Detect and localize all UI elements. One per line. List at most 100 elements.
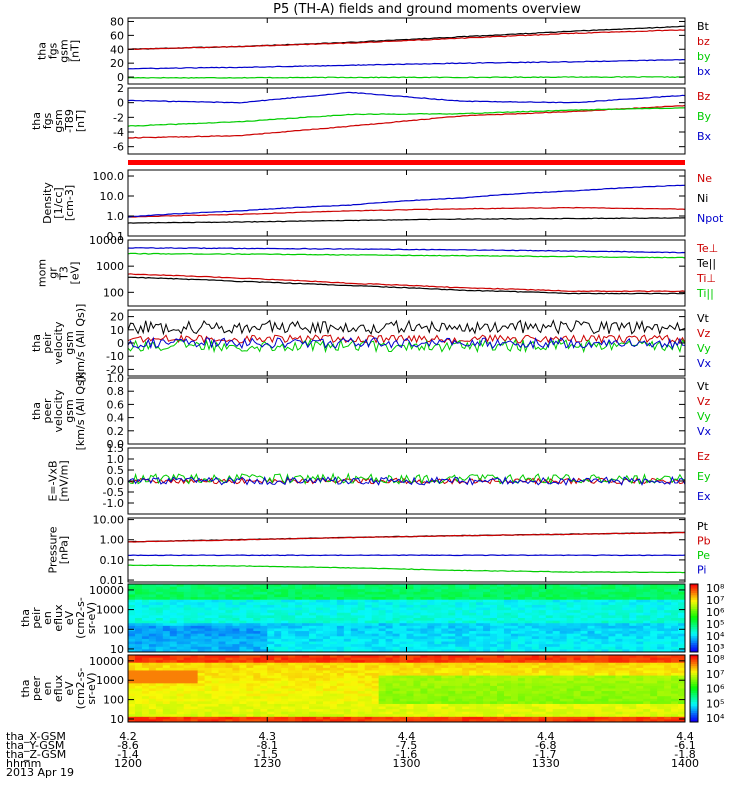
legend-Bt: Bt (697, 20, 710, 33)
series-Vx (128, 336, 685, 350)
legend-Npot: Npot (697, 212, 724, 225)
series-group (128, 184, 685, 224)
legend-Vx: Vx (697, 425, 712, 438)
series-Ex (128, 475, 685, 486)
series-By (128, 107, 685, 127)
y-axis-label: [mV/m] (58, 460, 71, 501)
series-bx (128, 58, 685, 70)
panel-efield: Ez Ey Ex 1.51.00.50.0-0.5-1.0 E=-VxB[mV/m] (47, 442, 711, 515)
y-tick-label: -20 (106, 363, 124, 376)
y-tick-label: 0 (117, 337, 124, 350)
y-axis-label: tha (30, 112, 43, 130)
footer-value: 4.4 (537, 730, 555, 743)
footer-value: 1330 (532, 757, 560, 770)
y-axis-label: fgs (47, 42, 60, 59)
y-tick-label: 0.4 (107, 412, 125, 425)
y-tick-label: 0.01 (100, 574, 125, 587)
y-tick-label: 40 (110, 43, 124, 56)
y-axis-label: eV (63, 610, 76, 625)
y-axis-label: (cm2-s- (74, 668, 87, 710)
y-axis-label: [cm-3] (63, 185, 76, 221)
y-tick-label: 20 (110, 57, 124, 70)
y-axis-label: tha (36, 42, 49, 60)
legend-Bx: Bx (697, 130, 712, 143)
legend-Ti⊥: Ti⊥ (696, 272, 716, 285)
y-axis-label: -T89 (63, 109, 76, 133)
legend-Ey: Ey (697, 470, 711, 483)
legend-Te⊥: Te⊥ (696, 242, 718, 255)
footer-value: -7.5 (396, 739, 417, 752)
y-tick-label: 100.0 (93, 170, 125, 183)
y-tick-label: 20 (110, 311, 124, 324)
y-axis-label: [nPa] (58, 536, 71, 564)
footer-value: 4.3 (259, 730, 277, 743)
footer-row-label: tha_Z-GSM (6, 748, 66, 761)
footer-value: 4.4 (676, 730, 694, 743)
y-axis-label: E=-VxB (47, 460, 60, 501)
y-tick-label: 0 (117, 97, 124, 110)
panels-layer: Btbzbybx806040200thafgsgsm[nT]BzByBx20-2… (19, 15, 725, 726)
panel-peir-spec: 10⁸10⁷10⁶10⁵10⁴10³10000100010010thapeire… (19, 582, 725, 656)
series-by (128, 76, 685, 79)
legend-Pi: Pi (697, 564, 706, 577)
y-tick-label: 10000 (89, 655, 124, 668)
y-axis-label: gsm (63, 399, 76, 422)
colorbar-label: 10⁵ (706, 618, 724, 631)
y-tick-label: 1.0 (107, 372, 125, 385)
y-tick-label: 2 (117, 82, 124, 95)
y-axis-label: tha (30, 334, 43, 352)
footer-value: 4.2 (119, 730, 137, 743)
y-tick-label: 0.6 (107, 398, 125, 411)
separator-bar (128, 160, 685, 165)
footer-value: -6.8 (535, 739, 556, 752)
footer-value: 4.4 (398, 730, 416, 743)
series-group (128, 531, 685, 574)
footer-value: -1.4 (117, 748, 138, 761)
y-axis-label: [1/cc] (52, 187, 65, 218)
colorbar-label: 10⁸ (706, 582, 725, 595)
y-axis-label: Density (41, 182, 54, 224)
footer-value: -1.6 (396, 748, 417, 761)
colorbar-label: 10⁶ (706, 606, 725, 619)
series-Bt (128, 25, 685, 50)
y-axis-label: fgs (41, 112, 54, 129)
y-axis-label: gr (47, 267, 60, 279)
colorbar-label: 10⁴ (706, 630, 725, 643)
y-tick-label: 10 (110, 713, 124, 726)
series-Te⊥ (128, 273, 685, 293)
footer-value: -8.1 (257, 739, 278, 752)
y-tick-label: -6 (113, 141, 124, 154)
y-tick-label: 60 (110, 29, 124, 42)
series-group (128, 91, 685, 139)
series-group (128, 247, 685, 295)
legend-Vx: Vx (697, 357, 712, 370)
y-tick-label: 10.0 (100, 190, 125, 203)
y-tick-label: 10 (110, 324, 124, 337)
series-group (128, 472, 685, 486)
legend-Vz: Vz (697, 395, 711, 408)
y-tick-label: 0.10 (100, 554, 125, 567)
y-tick-label: 0.0 (107, 475, 125, 488)
y-axis-label: gsm (58, 39, 71, 62)
series-group (128, 319, 685, 354)
y-tick-label: 0 (117, 71, 124, 84)
y-tick-label: 1.0 (107, 210, 125, 223)
panel-peer-velocity: Vt Vz Vy Vx 1.00.80.60.40.20.0 thapeervelocit… (30, 372, 712, 451)
y-axis-label: peer (30, 676, 43, 702)
y-tick-label: 1000 (96, 260, 124, 273)
series-Ey (128, 472, 685, 486)
footer-value: 1200 (114, 757, 142, 770)
footer-row-label: 2013 Apr 19 (6, 766, 74, 779)
colorbar-label: 10⁴ (706, 712, 725, 725)
y-axis-label: peir (30, 607, 43, 629)
legend-Ti||: Ti|| (696, 287, 714, 300)
legend-Vt: Vt (697, 380, 710, 393)
series-bz (128, 29, 685, 51)
y-axis-label: eflux (52, 604, 65, 632)
